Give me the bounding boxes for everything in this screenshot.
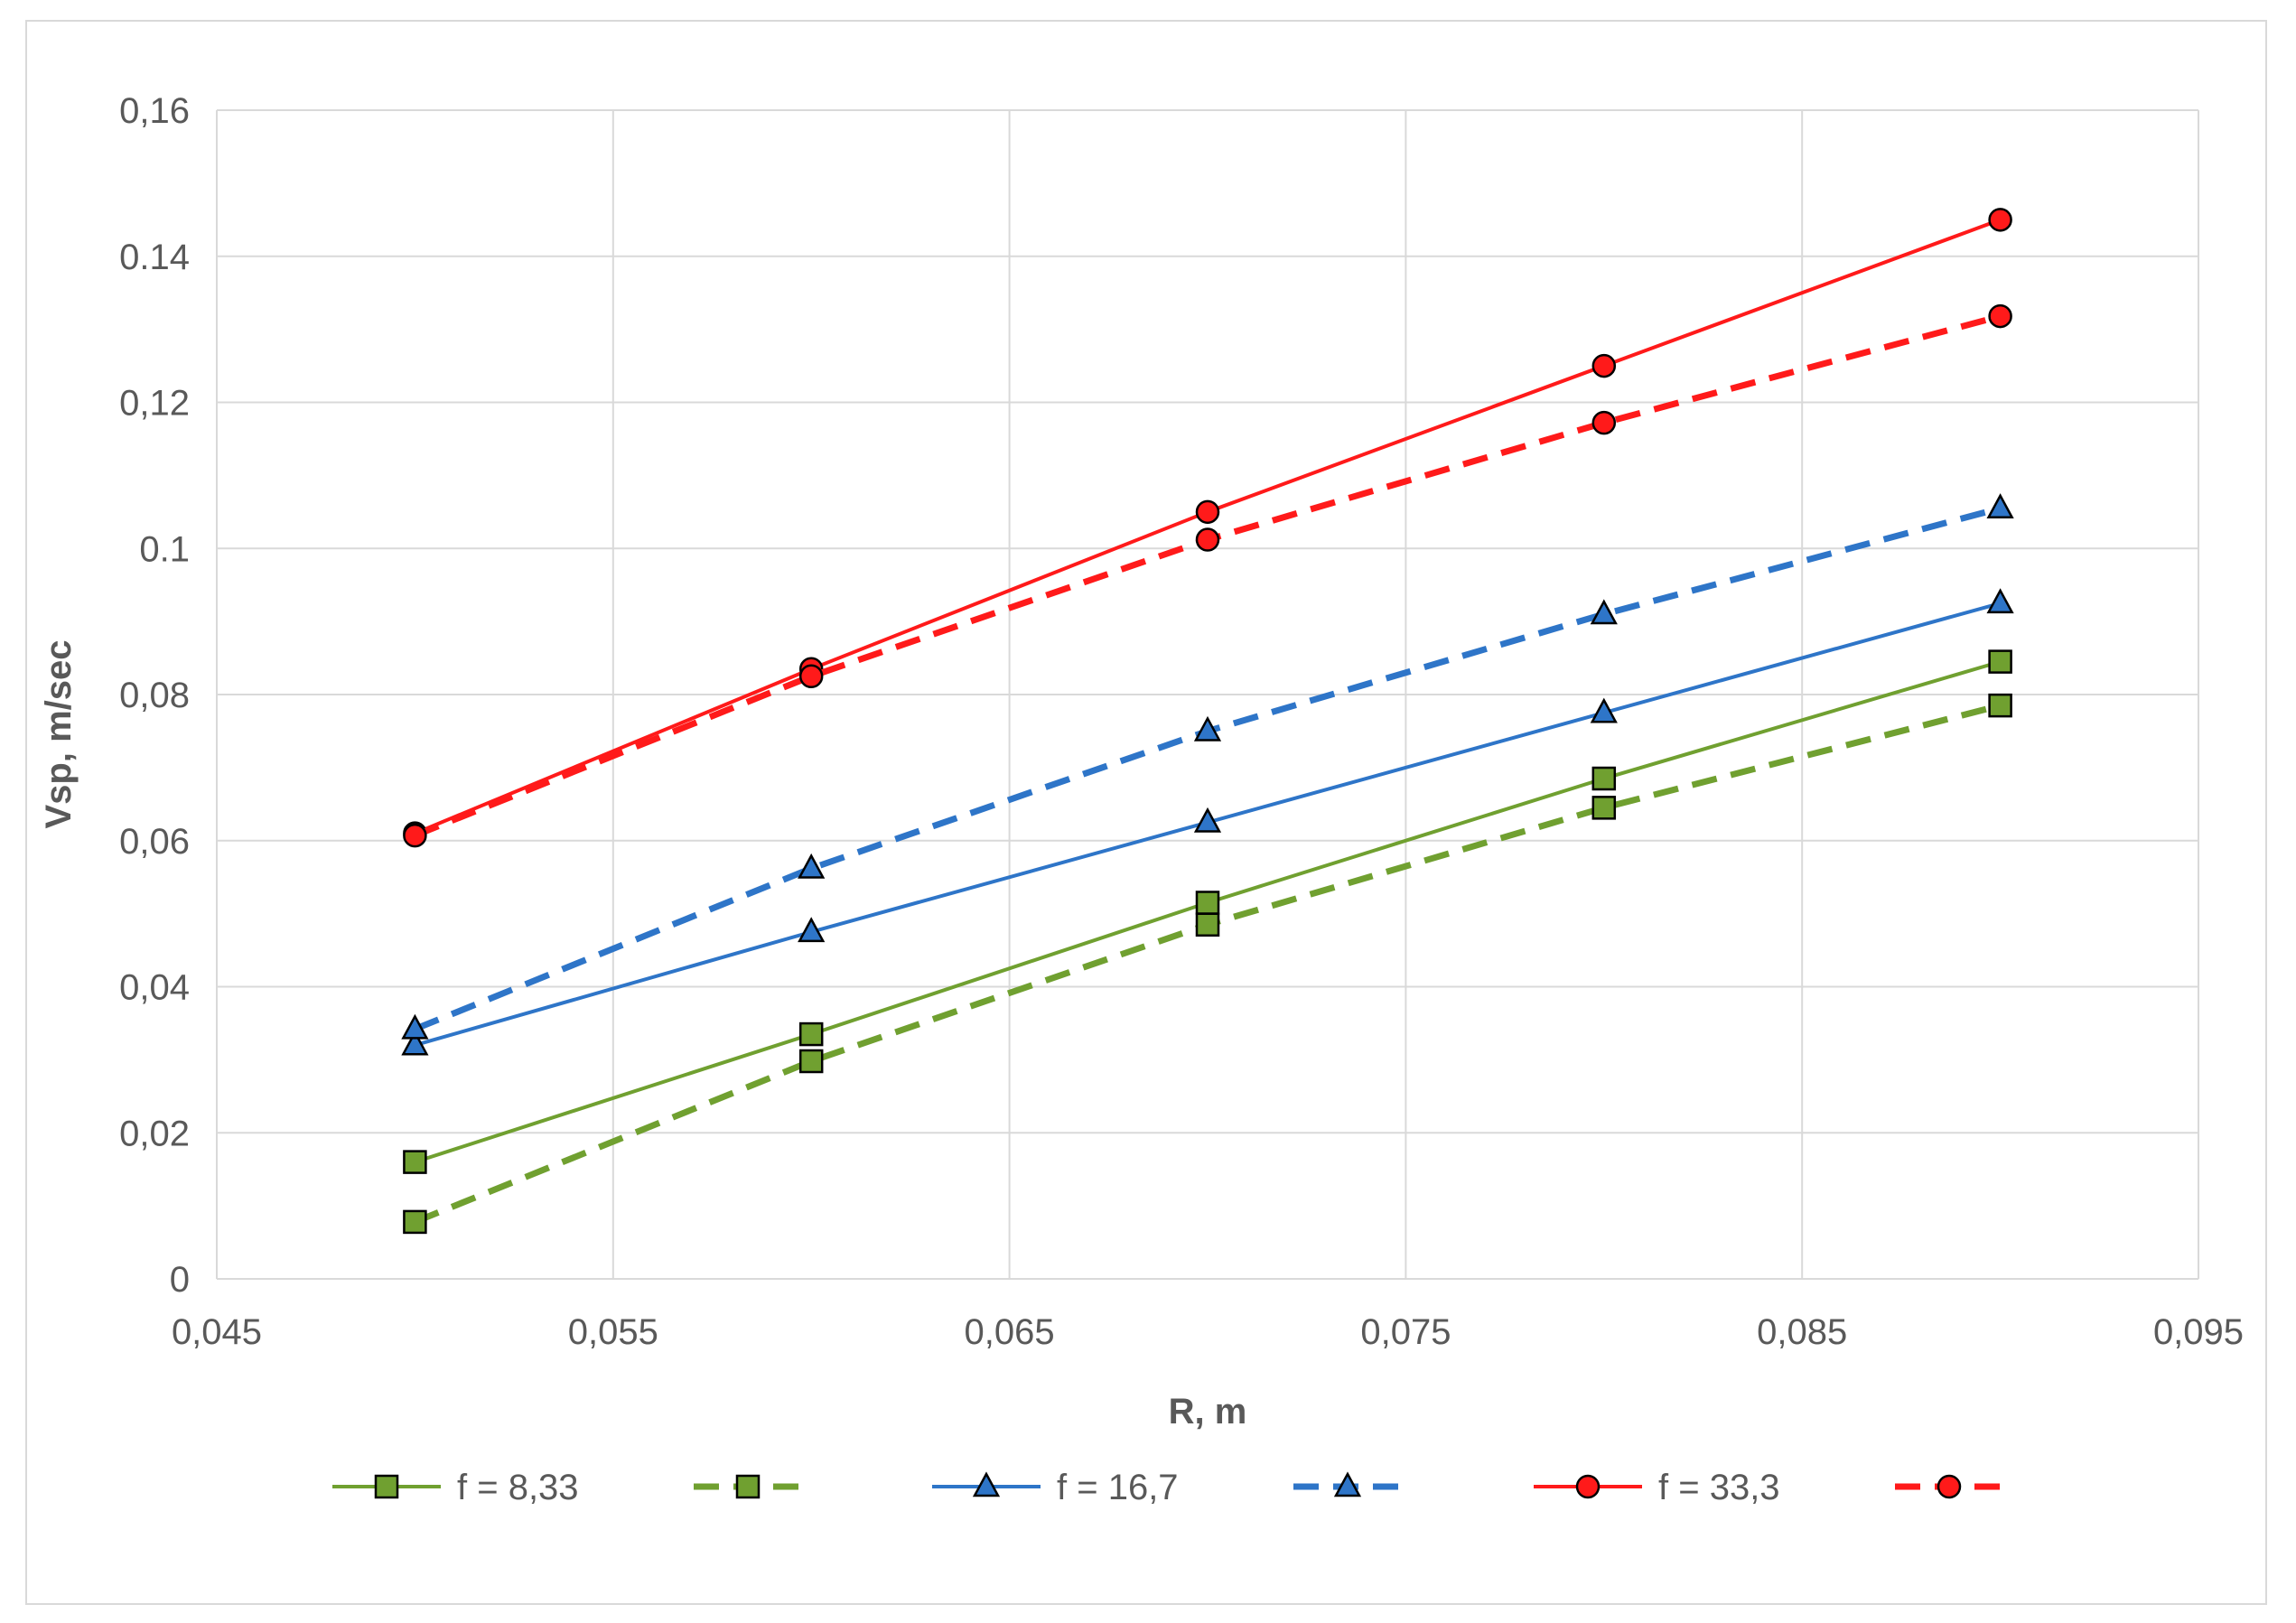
series-1 <box>403 693 2012 1235</box>
legend-marker <box>374 1474 399 1499</box>
legend-marker <box>1575 1474 1601 1499</box>
legend-label: f = 33,3 <box>1658 1468 1780 1507</box>
data-point <box>1195 912 1220 937</box>
data-point <box>1193 807 1222 833</box>
data-point <box>401 1013 429 1040</box>
data-point <box>1591 410 1617 435</box>
data-point <box>798 1049 824 1074</box>
data-point <box>403 823 427 848</box>
series-line <box>414 702 2002 1226</box>
data-point <box>403 1150 427 1174</box>
legend-entry <box>1293 1471 1402 1497</box>
x-tick-label: 0,065 <box>965 1312 1055 1352</box>
data-point <box>798 1021 824 1047</box>
legend-entry <box>1895 1474 2003 1499</box>
legend-label: f = 16,7 <box>1057 1468 1179 1507</box>
data-point <box>1590 697 1618 723</box>
data-point <box>1590 599 1618 625</box>
data-point <box>1591 353 1617 378</box>
y-tick-label: 0,16 <box>119 91 190 131</box>
chart-frame: 0 0,02 0,04 0,06 0,08 0.1 0,12 0.14 0,16 0,045 0,… <box>25 20 2267 1605</box>
series-4 <box>403 208 2012 845</box>
data-point <box>1195 527 1220 552</box>
series-2 <box>401 588 2014 1056</box>
line-chart: 00,020,040,060,080.10,120.140,16 0,045 0,… <box>39 91 2244 1507</box>
y-tick-label: 0,08 <box>119 676 190 715</box>
series-lines <box>401 208 2014 1235</box>
legend: f = 8,33 f = 16,7 f = 33,3 <box>332 1468 2003 1507</box>
y-tick-labels: 0 0,02 0,04 0,06 0,08 0.1 0,12 0.14 0,16 <box>119 91 190 1300</box>
data-point <box>1591 766 1617 791</box>
x-tick-labels: 0,045 0,055 0,065 0,075 0,085 0,095 <box>172 1312 2244 1352</box>
series-line <box>414 312 2002 839</box>
y-tick-label: 0.1 <box>139 529 190 569</box>
data-point <box>1988 649 2012 674</box>
series-5 <box>403 303 2012 848</box>
legend-marker <box>972 1471 1001 1497</box>
series-3 <box>401 493 2014 1040</box>
legend-entry <box>694 1474 802 1499</box>
data-point <box>1986 493 2014 519</box>
x-tick-label: 0,075 <box>1360 1312 1451 1352</box>
data-point <box>1986 588 2014 614</box>
y-tick-label: 0 <box>170 1260 190 1300</box>
x-tick-label: 0,085 <box>1757 1312 1847 1352</box>
y-tick-label: 0.14 <box>119 238 190 277</box>
y-axis-label: Vsp, m/sec <box>39 639 79 828</box>
x-tick-label: 0,045 <box>172 1312 262 1352</box>
legend-marker <box>1937 1474 1962 1499</box>
data-point <box>1193 715 1222 742</box>
data-point <box>1195 499 1220 525</box>
x-tick-label: 0,095 <box>2153 1312 2244 1352</box>
data-point <box>1988 693 2012 718</box>
legend-entry: f = 8,33 <box>332 1468 579 1507</box>
data-point <box>403 1209 427 1235</box>
legend-entry: f = 33,3 <box>1534 1468 1780 1507</box>
x-axis-label: R, m <box>1169 1392 1247 1432</box>
data-point <box>798 664 824 689</box>
data-point <box>401 1030 429 1056</box>
series-line <box>414 505 2002 1032</box>
data-point <box>798 917 826 943</box>
y-tick-label: 0,02 <box>119 1114 190 1153</box>
y-tick-label: 0,06 <box>119 822 190 862</box>
legend-marker <box>735 1474 761 1499</box>
data-point <box>1591 796 1617 820</box>
grid-lines <box>216 109 2199 1280</box>
legend-label: f = 8,33 <box>457 1468 579 1507</box>
data-point <box>1988 303 2012 329</box>
data-point <box>1988 208 2012 232</box>
data-point <box>798 853 826 879</box>
y-tick-label: 0,12 <box>119 384 190 424</box>
data-point <box>1195 891 1220 915</box>
legend-marker <box>1333 1471 1362 1497</box>
series-0 <box>403 649 2012 1174</box>
y-tick-label: 0,04 <box>119 968 190 1008</box>
legend-entry: f = 16,7 <box>932 1468 1179 1507</box>
x-tick-label: 0,055 <box>568 1312 658 1352</box>
